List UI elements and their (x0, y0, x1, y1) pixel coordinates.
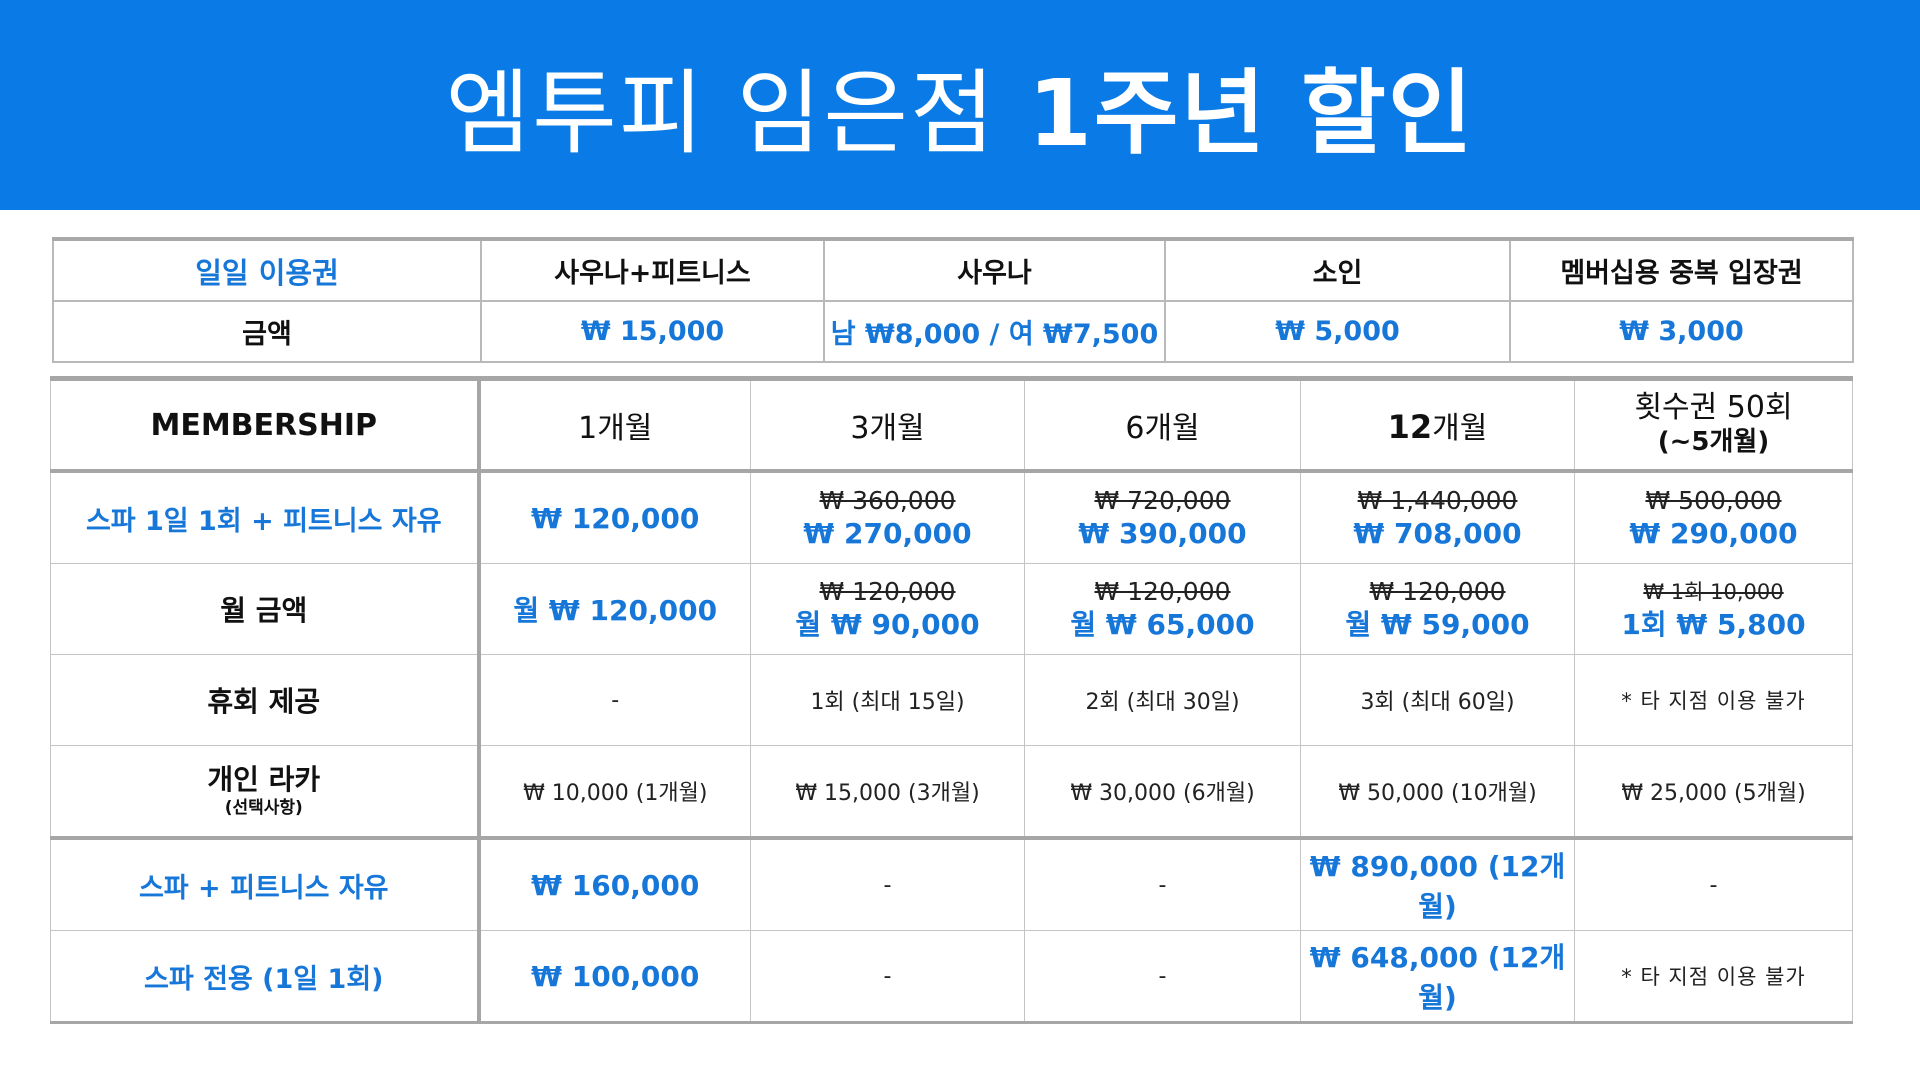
spa-only-12-month: ₩ 648,000 (12개월) (1300, 930, 1575, 1023)
pause-50-visits-note: * 타 지점 이용 불가 (1574, 654, 1853, 746)
row-pause: 휴회 제공 - 1회 (최대 15일) 2회 (최대 30일) 3회 (최대 6… (50, 654, 1853, 746)
title-event: 1주년 할인 (1027, 59, 1475, 167)
membership-header-row: MEMBERSHIP 1개월 3개월 6개월 12개월 횟수권 50회 (~5개월… (50, 378, 1853, 473)
spa-only-6-month: - (1024, 930, 1301, 1023)
row-spa-only: 스파 전용 (1일 1회) ₩ 100,000 - - ₩ 648,000 (1… (50, 930, 1853, 1023)
locker-12-month: ₩ 50,000 (10개월) (1300, 745, 1575, 839)
locker-1-month: ₩ 10,000 (1개월) (478, 745, 751, 839)
col-12-month: 12개월 (1300, 378, 1575, 473)
daily-col-child: 소인 (1164, 237, 1511, 302)
row-label: 휴회 제공 (50, 654, 481, 746)
membership-table: MEMBERSHIP 1개월 3개월 6개월 12개월 횟수권 50회 (~5개월… (50, 376, 1853, 1024)
daily-price-sauna-fitness: ₩ 15,000 (480, 300, 825, 363)
sale-price: ₩ 270,000 (803, 517, 972, 550)
price-3-month: ₩ 360,000 ₩ 270,000 (750, 470, 1025, 564)
col-50-visits: 횟수권 50회 (~5개월) (1574, 378, 1853, 473)
page-title: 엠투피 임은점 1주년 할인 (446, 39, 1475, 172)
row-locker: 개인 라카 (선택사항) ₩ 10,000 (1개월) ₩ 15,000 (3개월… (50, 745, 1853, 839)
daily-price-child: ₩ 5,000 (1164, 300, 1511, 363)
pause-12-month: 3회 (최대 60일) (1300, 654, 1575, 746)
pause-6-month: 2회 (최대 30일) (1024, 654, 1301, 746)
daily-col-sauna-fitness: 사우나+피트니스 (480, 237, 825, 302)
daily-price-row: 금액 ₩ 15,000 남 ₩8,000 / 여 ₩7,500 ₩ 5,000 … (52, 300, 1854, 363)
sale-price: 월 ₩ 59,000 (1345, 608, 1530, 641)
daily-header-row: 일일 이용권 사우나+피트니스 사우나 소인 멤버십용 중복 입장권 (52, 237, 1854, 302)
row-label: 스파 전용 (1일 1회) (50, 930, 481, 1023)
row-spa-fitness-free: 스파 + 피트니스 자유 ₩ 160,000 - - ₩ 890,000 (12… (50, 836, 1853, 931)
daily-price-duplicate-entry: ₩ 3,000 (1509, 300, 1854, 363)
membership-heading: MEMBERSHIP (50, 378, 481, 473)
spa-only-3-month: - (750, 930, 1025, 1023)
pause-3-month: 1회 (최대 15일) (750, 654, 1025, 746)
original-price: ₩ 120,000 (1094, 577, 1231, 606)
col-3-month: 3개월 (750, 378, 1025, 473)
sale-price: ₩ 390,000 (1078, 517, 1247, 550)
sale-price: ₩ 290,000 (1629, 517, 1798, 550)
sale-price: ₩ 708,000 (1353, 517, 1522, 550)
monthly-1-month: 월 ₩ 120,000 (478, 563, 751, 655)
pause-1-month: - (478, 654, 751, 746)
sale-price: 1회 ₩ 5,800 (1621, 608, 1806, 641)
row-label: 스파 + 피트니스 자유 (50, 836, 481, 931)
monthly-3-month: ₩ 120,000 월 ₩ 90,000 (750, 563, 1025, 655)
locker-50-visits: ₩ 25,000 (5개월) (1574, 745, 1853, 839)
row-sublabel: (선택사항) (224, 798, 303, 818)
original-price: ₩ 720,000 (1094, 486, 1231, 515)
row-label: 개인 라카 (선택사항) (50, 745, 481, 839)
spa-only-50-visits-note: * 타 지점 이용 불가 (1574, 930, 1853, 1023)
original-price: ₩ 1,440,000 (1357, 486, 1518, 515)
original-price: ₩ 360,000 (819, 486, 956, 515)
daily-price-label: 금액 (52, 300, 482, 363)
price-1-month: ₩ 120,000 (478, 470, 751, 564)
spa-only-1-month: ₩ 100,000 (478, 930, 751, 1023)
per-visit-50-visits: ₩ 1회 10,000 1회 ₩ 5,800 (1574, 563, 1853, 655)
daily-col-sauna: 사우나 (823, 237, 1166, 302)
free-1-month: ₩ 160,000 (478, 836, 751, 931)
monthly-6-month: ₩ 120,000 월 ₩ 65,000 (1024, 563, 1301, 655)
free-12-month: ₩ 890,000 (12개월) (1300, 836, 1575, 931)
original-price: ₩ 500,000 (1645, 486, 1782, 515)
daily-col-duplicate-entry: 멤버십용 중복 입장권 (1509, 237, 1854, 302)
original-price: ₩ 120,000 (1369, 577, 1506, 606)
price-50-visits: ₩ 500,000 ₩ 290,000 (1574, 470, 1853, 564)
title-branch: 엠투피 임은점 (445, 59, 997, 167)
free-6-month: - (1024, 836, 1301, 931)
row-label: 스파 1일 1회 + 피트니스 자유 (50, 470, 481, 564)
title-banner: 엠투피 임은점 1주년 할인 (0, 0, 1920, 210)
row-monthly-price: 월 금액 월 ₩ 120,000 ₩ 120,000 월 ₩ 90,000 ₩ 1… (50, 563, 1853, 655)
price-12-month: ₩ 1,440,000 ₩ 708,000 (1300, 470, 1575, 564)
sale-price: 월 ₩ 65,000 (1070, 608, 1255, 641)
locker-3-month: ₩ 15,000 (3개월) (750, 745, 1025, 839)
daily-pass-heading: 일일 이용권 (52, 237, 482, 302)
col-1-month: 1개월 (478, 378, 751, 473)
price-6-month: ₩ 720,000 ₩ 390,000 (1024, 470, 1301, 564)
free-50-visits: - (1574, 836, 1853, 931)
daily-price-sauna: 남 ₩8,000 / 여 ₩7,500 (823, 300, 1166, 363)
row-spa-fitness-daily: 스파 1일 1회 + 피트니스 자유 ₩ 120,000 ₩ 360,000 ₩ … (50, 470, 1853, 564)
sale-price: 월 ₩ 90,000 (795, 608, 980, 641)
monthly-12-month: ₩ 120,000 월 ₩ 59,000 (1300, 563, 1575, 655)
free-3-month: - (750, 836, 1025, 931)
original-price: ₩ 1회 10,000 (1643, 580, 1784, 604)
col-6-month: 6개월 (1024, 378, 1301, 473)
daily-pass-table: 일일 이용권 사우나+피트니스 사우나 소인 멤버십용 중복 입장권 금액 ₩ … (52, 237, 1854, 363)
original-price: ₩ 120,000 (819, 577, 956, 606)
row-label: 월 금액 (50, 563, 481, 655)
locker-6-month: ₩ 30,000 (6개월) (1024, 745, 1301, 839)
